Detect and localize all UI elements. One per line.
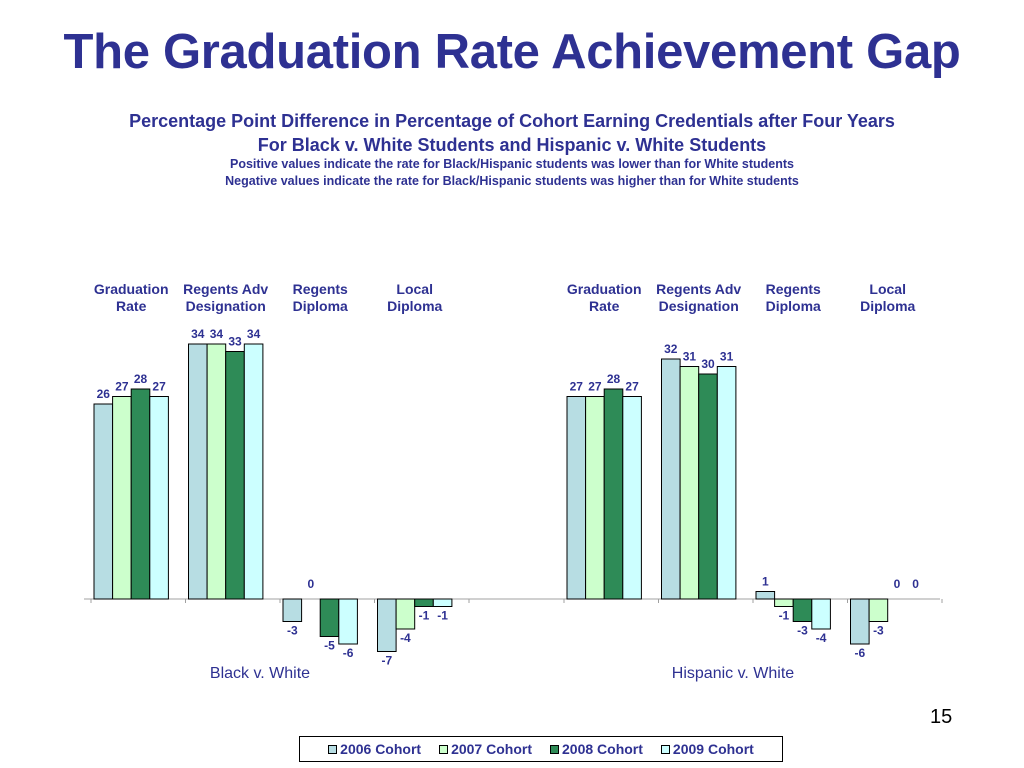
legend-item-2008: 2008 Cohort (550, 741, 643, 757)
legend-label-2009: 2009 Cohort (672, 741, 754, 757)
group-label: Black v. White (210, 665, 310, 682)
legend-item-2007: 2007 Cohort (439, 741, 532, 757)
data-label: 31 (720, 350, 734, 364)
bar (622, 396, 642, 600)
category-label: Regents Adv (656, 281, 741, 297)
category-label: Rate (116, 298, 147, 314)
data-label: -3 (287, 624, 298, 638)
legend-label-2008: 2008 Cohort (562, 741, 643, 757)
bar (225, 351, 245, 600)
legend-item-2006: 2006 Cohort (328, 741, 421, 757)
category-label: Diploma (387, 298, 442, 314)
data-label: -3 (873, 624, 884, 638)
legend-label-2007: 2007 Cohort (451, 741, 532, 757)
chart-subtitle-line-2: For Black v. White Students and Hispanic… (257, 135, 767, 155)
bar (679, 366, 700, 600)
category-label: Regents (766, 281, 821, 297)
data-label: 27 (588, 380, 602, 394)
category-label: Designation (186, 298, 266, 314)
bar (811, 598, 831, 630)
category-label: Designation (659, 298, 739, 314)
data-label: 1 (762, 575, 769, 589)
bar (282, 598, 303, 622)
data-label: -4 (816, 631, 827, 645)
data-label: 0 (894, 577, 901, 591)
data-label: 32 (664, 342, 678, 356)
data-label: 30 (701, 357, 715, 371)
data-label: -6 (343, 646, 354, 660)
chart-subtitle-line-1: Percentage Point Difference in Percentag… (129, 111, 895, 131)
slide-title: The Graduation Rate Achievement Gap (63, 25, 961, 79)
data-label: 27 (152, 380, 166, 394)
data-label: -3 (797, 624, 808, 638)
category-label: Regents (293, 281, 348, 297)
data-label: -6 (854, 646, 865, 660)
data-label: 27 (570, 380, 584, 394)
bar (566, 396, 587, 600)
data-label: -1 (779, 609, 790, 623)
bar (603, 388, 624, 600)
legend-swatch-2006 (328, 744, 338, 754)
bar (414, 598, 434, 607)
category-label: Rate (589, 298, 620, 314)
category-label: Graduation (567, 281, 642, 297)
category-label: Regents Adv (183, 281, 268, 297)
category-label: Diploma (766, 298, 821, 314)
bar (868, 598, 889, 622)
bar (716, 366, 737, 600)
category-label: Diploma (860, 298, 915, 314)
category-label: Graduation (94, 281, 169, 297)
bar (243, 343, 264, 600)
data-label: 27 (625, 380, 639, 394)
legend-swatch-2009 (660, 744, 670, 754)
group-label: Hispanic v. White (672, 665, 795, 682)
bar (698, 373, 718, 600)
bar (585, 396, 605, 600)
data-label: -1 (419, 609, 430, 623)
category-label: Local (396, 281, 433, 297)
bar (112, 396, 132, 600)
bar (93, 403, 114, 600)
legend-swatch-2007 (439, 744, 449, 754)
bar (149, 396, 169, 600)
data-label: -1 (437, 609, 448, 623)
data-label: -5 (324, 639, 335, 653)
legend-label-2006: 2006 Cohort (340, 741, 422, 757)
data-label: 0 (912, 577, 919, 591)
bar (395, 598, 416, 630)
chart-note-positive: Positive values indicate the rate for Bl… (229, 157, 795, 171)
category-label: Local (869, 281, 906, 297)
data-label: 0 (308, 577, 315, 591)
data-label: 34 (191, 327, 205, 341)
bar (377, 598, 397, 652)
data-label: -4 (400, 631, 411, 645)
bar (850, 598, 870, 645)
data-label: 34 (247, 327, 261, 341)
data-label: 34 (210, 327, 224, 341)
data-label: 26 (97, 387, 111, 401)
data-label: 31 (683, 350, 697, 364)
bar (792, 598, 813, 622)
data-label: 28 (607, 372, 621, 386)
data-label: 33 (228, 335, 242, 349)
bar (338, 598, 358, 645)
bar (188, 343, 208, 600)
bar (206, 343, 227, 600)
bar (319, 598, 340, 637)
chart-legend: 2006 Cohort 2007 Cohort 2008 Cohort 2009… (299, 736, 783, 762)
page-number: 15 (930, 706, 953, 728)
chart-note-negative: Negative values indicate the rate for Bl… (225, 174, 799, 188)
bar (432, 598, 453, 607)
legend-swatch-2008 (550, 744, 559, 754)
data-label: 28 (134, 372, 148, 386)
bar (755, 591, 776, 600)
legend-item-2009: 2009 Cohort (660, 741, 754, 757)
bar (661, 358, 681, 600)
category-label: Diploma (293, 298, 348, 314)
bar (130, 388, 151, 600)
data-label: -7 (381, 654, 392, 668)
bar (774, 598, 794, 607)
data-label: 27 (115, 380, 129, 394)
